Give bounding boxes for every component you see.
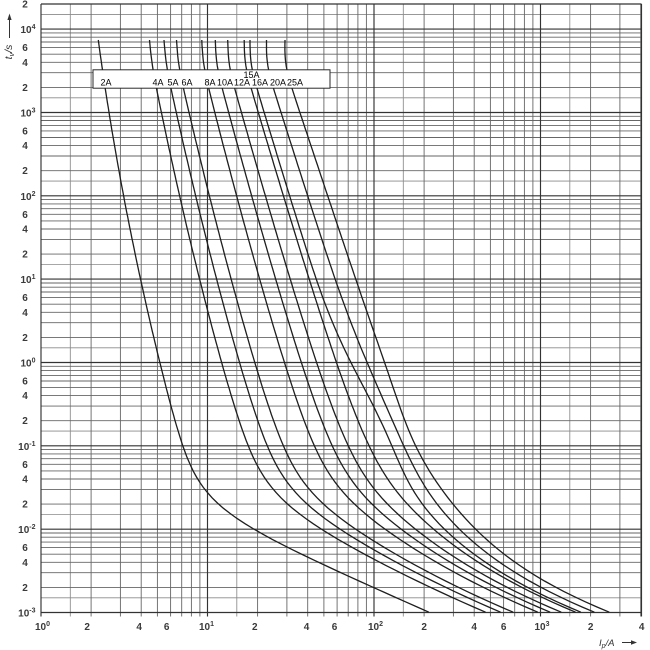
svg-text:8A: 8A [204,78,215,88]
svg-text:2: 2 [22,583,28,594]
svg-text:6: 6 [22,377,28,388]
svg-text:4: 4 [136,622,142,633]
svg-text:2: 2 [22,250,28,261]
svg-text:tv/s: tv/s [3,44,16,60]
svg-text:4: 4 [639,622,645,633]
svg-text:6: 6 [22,126,28,137]
svg-text:6: 6 [22,293,28,304]
svg-text:6: 6 [22,543,28,554]
svg-text:6: 6 [22,460,28,471]
svg-text:2: 2 [421,622,427,633]
svg-text:4: 4 [304,622,310,633]
svg-text:2: 2 [22,83,28,94]
svg-text:4: 4 [22,475,28,486]
svg-text:2: 2 [22,166,28,177]
svg-text:Ip/A: Ip/A [599,638,615,650]
svg-text:4: 4 [22,58,28,69]
svg-text:2: 2 [22,416,28,427]
svg-text:6: 6 [22,43,28,54]
svg-text:4: 4 [22,225,28,236]
svg-text:25A: 25A [287,78,303,88]
svg-text:4: 4 [22,141,28,152]
svg-text:16A: 16A [252,78,268,88]
svg-text:5A: 5A [167,78,178,88]
svg-text:6A: 6A [181,78,192,88]
svg-text:15A: 15A [243,70,259,80]
svg-text:6: 6 [164,622,170,633]
svg-text:2: 2 [252,622,258,633]
svg-text:4: 4 [22,308,28,319]
svg-text:4: 4 [471,622,477,633]
svg-text:4A: 4A [152,78,163,88]
svg-text:4: 4 [22,558,28,569]
svg-text:2: 2 [22,0,28,11]
svg-text:20A: 20A [270,78,286,88]
svg-text:2: 2 [22,333,28,344]
svg-text:6: 6 [22,210,28,221]
svg-text:12A: 12A [234,78,250,88]
svg-text:2: 2 [22,500,28,511]
svg-text:2: 2 [588,622,594,633]
svg-text:4: 4 [22,391,28,402]
svg-text:2A: 2A [100,78,111,88]
svg-text:6: 6 [501,622,507,633]
svg-text:6: 6 [332,622,338,633]
svg-text:2: 2 [84,622,90,633]
svg-text:10A: 10A [217,78,233,88]
